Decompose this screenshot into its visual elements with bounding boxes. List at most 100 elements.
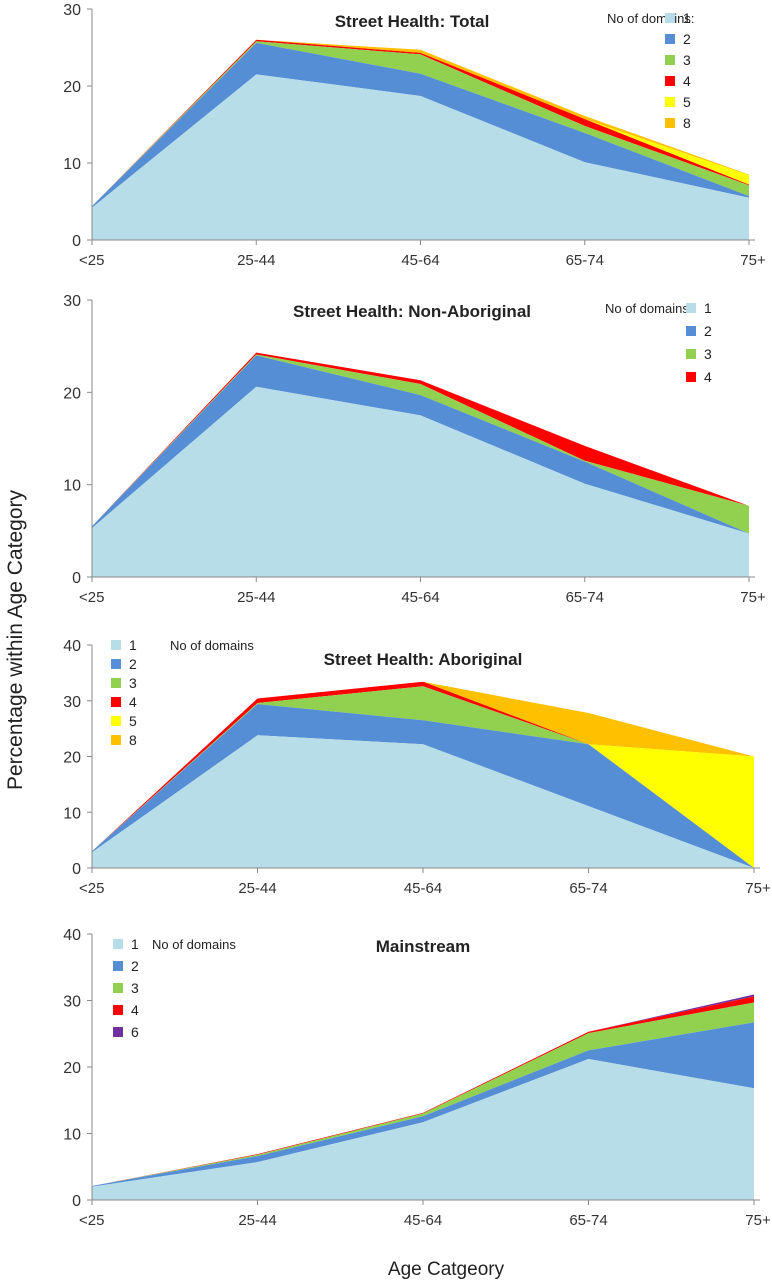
legend-label: 3 <box>704 346 712 362</box>
x-axis-label: Age Catgeory <box>388 1259 505 1280</box>
y-tick-label: 40 <box>63 927 81 944</box>
legend-label: 3 <box>129 675 137 691</box>
area-series-2 <box>92 704 754 868</box>
y-tick-label: 30 <box>63 293 81 310</box>
legend-label: 3 <box>131 980 139 996</box>
legend-swatch-3 <box>111 678 121 688</box>
legend-label: 1 <box>129 637 137 653</box>
y-tick-label: 40 <box>63 638 81 655</box>
legend-swatch-1 <box>113 939 123 949</box>
legend-swatch-2 <box>113 961 123 971</box>
legend: No of domains 1 2 3 4 6 <box>113 936 236 1040</box>
x-tick-label: <25 <box>79 1212 104 1229</box>
legend-swatch-1 <box>686 303 696 313</box>
y-tick-label: 0 <box>72 570 81 587</box>
x-tick-label: 25-44 <box>237 589 275 606</box>
chart-title: Mainstream <box>376 937 470 956</box>
area-series-2 <box>92 42 749 208</box>
y-tick-label: 10 <box>63 1127 81 1144</box>
legend-swatch-3 <box>686 349 696 359</box>
legend-swatch-2 <box>665 34 675 44</box>
x-tick-label: 45-64 <box>401 589 439 606</box>
legend-label: 5 <box>683 94 691 110</box>
legend-label: 1 <box>683 10 691 26</box>
x-tick-label: <25 <box>79 880 104 897</box>
x-tick-label: 65-74 <box>569 1212 607 1229</box>
y-tick-label: 0 <box>72 233 81 250</box>
x-tick-label: 75+ <box>745 880 771 897</box>
x-tick-label: 45-64 <box>404 1212 442 1229</box>
x-tick-label: 25-44 <box>238 880 276 897</box>
legend-label: 4 <box>704 369 712 385</box>
legend-swatch-4 <box>113 1005 123 1015</box>
legend-label: 4 <box>129 694 137 710</box>
legend-swatch-3 <box>113 983 123 993</box>
chart-panel-4: 0 10 20 30 40 <25 25-44 45-64 65-74 75+ Mainstream… <box>63 927 771 1229</box>
area-series-1 <box>92 74 749 241</box>
y-tick-label: 10 <box>63 805 81 822</box>
x-tick-label: <25 <box>79 589 104 606</box>
area-series-3 <box>92 354 749 534</box>
legend-label: 4 <box>131 1002 139 1018</box>
chart-title: Street Health: Total <box>335 12 490 31</box>
y-tick-label: 10 <box>63 156 81 173</box>
legend-label: 6 <box>131 1024 139 1040</box>
legend-title: No of domains <box>170 638 254 653</box>
y-tick-label: 20 <box>63 1060 81 1077</box>
chart-panel-2: 0 10 20 30 <25 25-44 45-64 65-74 75+ Street Healt… <box>63 293 766 606</box>
legend-swatch-4 <box>686 372 696 382</box>
legend-swatch-3 <box>665 55 675 65</box>
x-tick-label: 65-74 <box>569 880 607 897</box>
legend-label: 4 <box>683 73 691 89</box>
y-tick-label: 0 <box>72 1193 81 1210</box>
legend-label: 1 <box>704 300 712 316</box>
y-tick-label: 20 <box>63 385 81 402</box>
chart-title: Street Health: Non-Aboriginal <box>293 302 531 321</box>
area-series-1 <box>92 735 754 868</box>
chart-title: Street Health: Aboriginal <box>324 650 523 669</box>
legend-label: 2 <box>683 31 691 47</box>
y-tick-label: 10 <box>63 478 81 495</box>
legend-swatch-5 <box>111 716 121 726</box>
area-series-1 <box>92 386 749 577</box>
legend-title: No of domains: <box>607 11 694 26</box>
legend: No of domains 1 2 3 4 5 8 <box>111 637 254 748</box>
y-tick-label: 20 <box>63 750 81 767</box>
legend-swatch-2 <box>686 326 696 336</box>
x-tick-label: 25-44 <box>238 1212 276 1229</box>
legend: No of domains:1 2 3 4 5 8 <box>607 10 694 131</box>
legend-label: 2 <box>131 958 139 974</box>
y-tick-label: 30 <box>63 2 81 19</box>
x-tick-label: 75+ <box>740 252 766 269</box>
legend-swatch-8 <box>111 735 121 745</box>
legend-label: 2 <box>129 656 137 672</box>
legend-swatch-6 <box>113 1027 123 1037</box>
y-tick-label: 30 <box>63 994 81 1011</box>
y-tick-label: 0 <box>72 861 81 878</box>
x-tick-label: <25 <box>79 252 104 269</box>
legend-label: 8 <box>129 732 137 748</box>
y-axis-label: Percentage within Age Category <box>4 489 27 790</box>
area-series-2 <box>92 1022 754 1187</box>
legend-swatch-4 <box>111 697 121 707</box>
legend-swatch-8 <box>665 118 675 128</box>
y-tick-label: 30 <box>63 694 81 711</box>
legend-swatch-4 <box>665 76 675 86</box>
legend-label: 1 <box>131 936 139 952</box>
chart-panel-3: 0 10 20 30 40 <25 25-44 45-64 65-74 75+ Street Hea… <box>63 637 771 897</box>
legend: No of domains: 1 2 3 4 <box>605 300 712 385</box>
x-tick-label: 45-64 <box>404 880 442 897</box>
x-tick-label: 25-44 <box>237 252 275 269</box>
legend-swatch-1 <box>665 13 675 23</box>
legend-title: No of domains <box>152 937 236 952</box>
legend-label: 2 <box>704 323 712 339</box>
legend-swatch-5 <box>665 97 675 107</box>
legend-swatch-1 <box>111 640 121 650</box>
area-series-3 <box>92 1002 754 1186</box>
chart-panel-1: 0 10 20 30 <25 25-44 45-64 65-74 75+ Street Healt… <box>63 2 766 269</box>
area-series-8 <box>92 681 754 852</box>
legend-label: 5 <box>129 713 137 729</box>
legend-label: 3 <box>683 52 691 68</box>
legend-swatch-2 <box>111 659 121 669</box>
